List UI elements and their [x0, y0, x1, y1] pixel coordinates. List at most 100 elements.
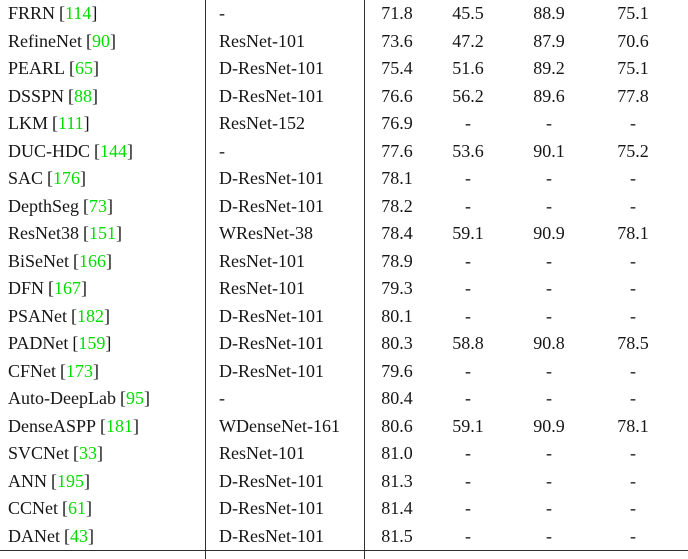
citation-link[interactable]: 195 [57, 470, 84, 491]
metric-cell-cat-iiou: 75.1 [617, 3, 649, 24]
citation-link[interactable]: 33 [79, 443, 98, 464]
table-row: CFNet [173] D-ResNet-101 79.6 - - - [0, 358, 688, 386]
table-row: PSANet [182] D-ResNet-101 80.1 - - - [0, 303, 688, 331]
citation-link[interactable]: 65 [75, 58, 94, 79]
citation-bracket-close: ] [92, 85, 99, 106]
citation-bracket-close: ] [93, 58, 100, 79]
metric-cell-miou: 80.1 [381, 305, 413, 326]
method-name: DepthSeg [8, 195, 79, 216]
citation-link[interactable]: 95 [125, 388, 144, 409]
metric-cell-cat-iiou: - [630, 525, 636, 546]
metric-cell-cat-iou: - [546, 525, 552, 546]
method-name: BiSeNet [8, 250, 69, 271]
metric-cell-cat-iou: 89.6 [533, 85, 565, 106]
column-rule-left [205, 0, 206, 559]
metric-cell-miou: 81.5 [381, 525, 413, 546]
table-row: ResNet38 [151] WResNet-38 78.4 59.1 90.9 … [0, 220, 688, 248]
metric-cell-iiou: 59.1 [452, 415, 484, 436]
citation-link[interactable]: 90 [91, 30, 110, 51]
citation-link[interactable]: 182 [77, 305, 105, 326]
metric-cell-miou: 78.1 [381, 168, 413, 189]
method-cell: ResNet38 [151] [0, 220, 206, 248]
citation-bracket-open: [ [85, 30, 92, 51]
method-name: PEARL [8, 58, 66, 79]
method-name: RefineNet [8, 30, 82, 51]
metric-cell-iiou: 51.6 [452, 58, 484, 79]
backbone-cell: D-ResNet-101 [219, 333, 324, 354]
method-name: DUC-HDC [8, 140, 91, 161]
backbone-cell: ResNet-101 [219, 30, 305, 51]
citation-bracket-close: ] [84, 470, 90, 491]
method-cell: RefineNet [90] [0, 28, 206, 56]
citation-bracket-close: ] [93, 360, 100, 381]
method-cell: DenseASPP [181] [0, 413, 206, 441]
metric-cell-iiou: - [465, 195, 471, 216]
citation-bracket-open: [ [72, 333, 79, 354]
citation-bracket-close: ] [143, 388, 150, 409]
citation-link[interactable]: 167 [54, 278, 82, 299]
backbone-cell: D-ResNet-101 [219, 58, 324, 79]
table-row: DANet [43] D-ResNet-101 81.5 - - - [0, 523, 688, 551]
metric-cell-iiou: 47.2 [452, 30, 484, 51]
citation-link[interactable]: 144 [100, 140, 128, 161]
metric-cell-miou: 76.6 [381, 85, 413, 106]
citation-link[interactable]: 151 [89, 223, 116, 244]
backbone-cell: - [219, 388, 225, 409]
citation-link[interactable]: 43 [70, 525, 88, 546]
metric-cell-iiou: - [465, 360, 471, 381]
backbone-cell: ResNet-101 [219, 443, 305, 464]
backbone-cell: ResNet-101 [219, 250, 305, 271]
method-cell: CFNet [173] [0, 358, 206, 386]
metric-cell-miou: 79.3 [381, 278, 413, 299]
citation-link[interactable]: 166 [79, 250, 106, 271]
table-row: PEARL [65] D-ResNet-101 75.4 51.6 89.2 75… [0, 55, 688, 83]
table-row: SAC [176] D-ResNet-101 78.1 - - - [0, 165, 688, 193]
metric-cell-iiou: 53.6 [452, 140, 484, 161]
citation-bracket-close: ] [116, 223, 122, 244]
metric-cell-cat-iou: - [546, 278, 552, 299]
method-cell: SAC [176] [0, 165, 206, 193]
citation-link[interactable]: 88 [74, 85, 93, 106]
citation-bracket-open: [ [62, 498, 69, 519]
metric-cell-miou: 78.2 [381, 195, 413, 216]
method-name: FRRN [8, 3, 56, 24]
citation-link[interactable]: 111 [58, 113, 84, 134]
citation-link[interactable]: 159 [78, 333, 106, 354]
table-row: DSSPN [88] D-ResNet-101 76.6 56.2 89.6 77… [0, 83, 688, 111]
metric-cell-cat-iou: 90.9 [533, 415, 565, 436]
citation-link[interactable]: 114 [65, 3, 92, 24]
metric-cell-iiou: - [465, 470, 471, 491]
metric-cell-cat-iou: 89.2 [533, 58, 565, 79]
backbone-cell: WResNet-38 [219, 223, 313, 244]
table-row: LKM [111] ResNet-152 76.9 - - - [0, 110, 688, 138]
metric-cell-miou: 81.4 [381, 498, 413, 519]
backbone-cell: - [219, 3, 225, 24]
backbone-cell: ResNet-152 [219, 113, 305, 134]
citation-link[interactable]: 176 [53, 168, 81, 189]
table-row: CCNet [61] D-ResNet-101 81.4 - - - [0, 495, 688, 523]
table-row: PADNet [159] D-ResNet-101 80.3 58.8 90.8 … [0, 330, 688, 358]
metric-cell-miou: 76.9 [381, 113, 413, 134]
citation-link[interactable]: 181 [106, 415, 134, 436]
method-cell: Auto-DeepLab [95] [0, 385, 206, 413]
metric-cell-miou: 79.6 [381, 360, 413, 381]
metric-cell-cat-iou: - [546, 498, 552, 519]
metric-cell-cat-iiou: 78.5 [617, 333, 649, 354]
metric-cell-miou: 71.8 [381, 3, 413, 24]
metric-cell-cat-iou: - [546, 470, 552, 491]
method-cell: DSSPN [88] [0, 83, 206, 111]
method-cell: PADNet [159] [0, 330, 206, 358]
metric-cell-miou: 78.9 [381, 250, 413, 271]
bottom-rule [0, 550, 688, 551]
metric-cell-cat-iiou: 78.1 [617, 223, 649, 244]
method-cell: PSANet [182] [0, 303, 206, 331]
citation-link[interactable]: 173 [66, 360, 94, 381]
citation-link[interactable]: 73 [89, 195, 107, 216]
citation-bracket-open: [ [60, 360, 67, 381]
backbone-cell: D-ResNet-101 [219, 168, 324, 189]
method-name: DFN [8, 278, 45, 299]
citation-link[interactable]: 61 [68, 498, 87, 519]
citation-bracket-open: [ [64, 525, 70, 546]
method-cell: DepthSeg [73] [0, 193, 206, 221]
